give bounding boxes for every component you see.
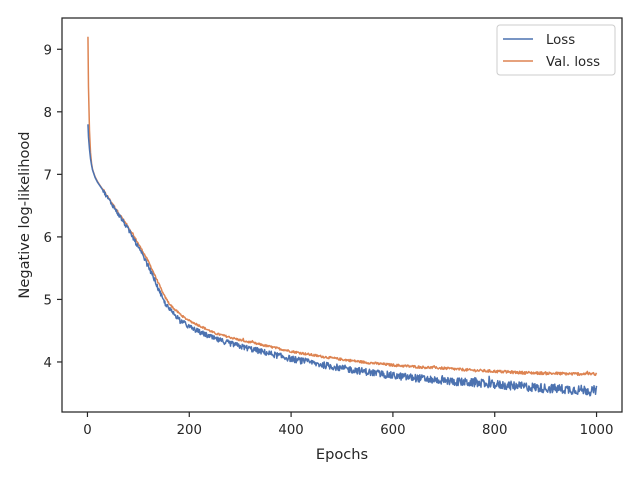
y-tick-label: 4 [44,356,52,371]
legend: Loss Val. loss [496,24,616,76]
x-tick-label: 200 [177,423,202,438]
x-tick-label: 0 [83,423,91,438]
x-axis-label: Epochs [316,446,368,463]
series-line-loss [87,124,598,397]
x-tick-label: 400 [278,423,303,438]
x-tick-label: 600 [380,423,405,438]
x-tick-label: 1000 [580,423,614,438]
legend-box [496,24,616,76]
y-axis-label: Negative log-likelihood [16,131,33,298]
y-tick-label: 9 [44,43,52,58]
series-line-val-loss [87,36,598,377]
y-axis-ticks: 4 5 6 7 8 9 [44,43,62,371]
y-tick-label: 6 [44,231,52,246]
y-tick-label: 8 [44,106,52,121]
x-axis-ticks: 0 200 400 600 800 1000 [83,412,613,438]
legend-label-val-loss: Val. loss [546,55,600,70]
legend-label-loss: Loss [546,33,575,48]
x-tick-label: 800 [482,423,507,438]
y-tick-label: 5 [44,293,52,308]
y-tick-label: 7 [44,168,52,183]
series-lines [87,36,598,397]
plot-frame [61,17,623,413]
